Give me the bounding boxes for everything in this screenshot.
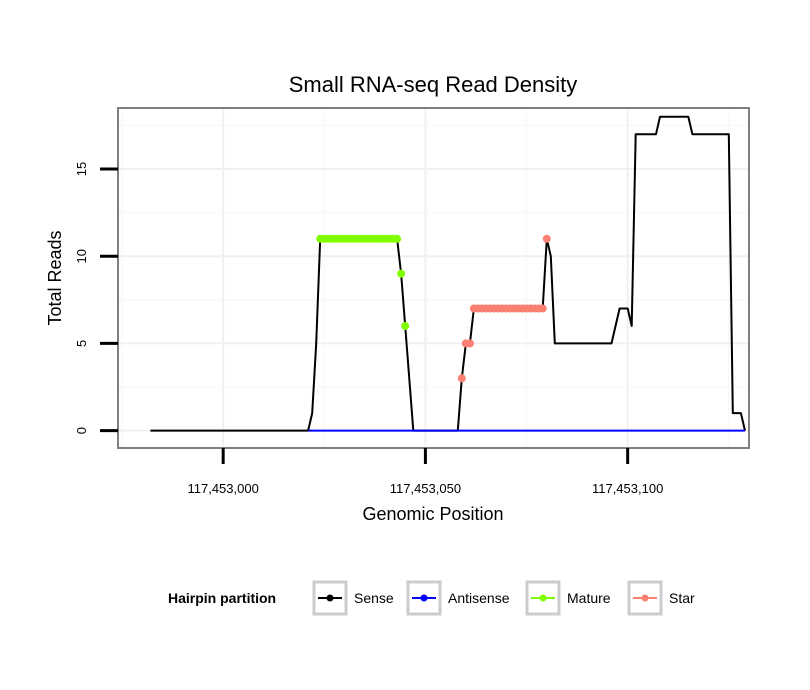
axes: 117,453,000 117,453,050 117,453,100 0 5 10 15 [74, 162, 663, 496]
legend-title: Hairpin partition [168, 590, 276, 606]
chart-title: Small RNA-seq Read Density [289, 72, 578, 97]
series-mature-point-20 [397, 269, 406, 278]
legend: Hairpin partition Sense Antisense Mature… [168, 580, 695, 616]
series-star-point-0 [457, 374, 466, 383]
x-axis-title: Genomic Position [362, 504, 503, 524]
legend-key-point-star [641, 594, 649, 602]
plot-background [118, 108, 749, 448]
legend-item-mature: Mature [525, 580, 611, 616]
y-tick-label-1: 5 [74, 340, 89, 347]
series-star-point-20 [538, 304, 547, 313]
series-layer [150, 115, 746, 432]
legend-key-point-antisense [420, 594, 428, 602]
y-axis-title: Total Reads [45, 230, 65, 325]
series-star-point-21 [542, 234, 551, 243]
legend-label-sense: Sense [354, 590, 394, 606]
grid [118, 108, 749, 448]
legend-item-sense: Sense [312, 580, 394, 616]
legend-key-point-sense [326, 594, 334, 602]
x-tick-label-1: 117,453,050 [390, 481, 461, 496]
legend-key-point-mature [539, 594, 547, 602]
series-mature-point-19 [393, 234, 402, 243]
series-star-point-2 [465, 339, 474, 348]
y-tick-label-3: 15 [74, 162, 89, 176]
plot-border [117, 107, 750, 449]
x-tick-label-0: 117,453,000 [187, 481, 258, 496]
y-tick-label-0: 0 [74, 427, 89, 434]
series-mature-point-21 [401, 321, 410, 330]
y-tick-label-2: 10 [74, 249, 89, 263]
legend-label-star: Star [669, 590, 695, 606]
legend-item-star: Star [627, 580, 695, 616]
legend-item-antisense: Antisense [406, 580, 510, 616]
legend-label-antisense: Antisense [448, 590, 510, 606]
legend-label-mature: Mature [567, 590, 611, 606]
x-tick-label-2: 117,453,100 [592, 481, 663, 496]
